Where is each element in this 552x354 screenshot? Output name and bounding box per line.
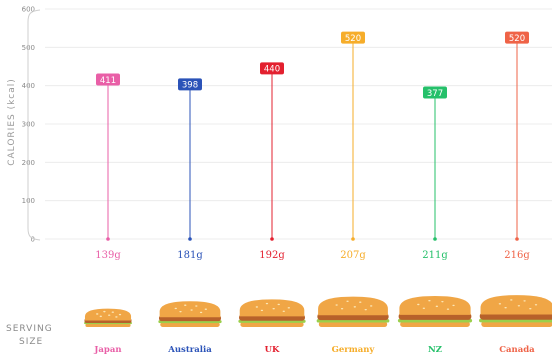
y-axis-label: CALORIES (kcal) xyxy=(7,78,17,166)
serving-weight-label: 192g xyxy=(259,250,285,261)
country-label: UK xyxy=(265,345,280,354)
baseline-dot xyxy=(106,237,110,241)
lollipop-stems xyxy=(96,31,529,241)
value-label: 520 xyxy=(509,34,525,44)
value-badge xyxy=(178,78,202,91)
baseline-dot xyxy=(515,237,519,241)
value-badge xyxy=(260,62,284,75)
value-label: 520 xyxy=(345,34,361,44)
value-label: 398 xyxy=(182,81,198,91)
labels: 411 139g Japan 398 181g Australia 440 192g UK 520… xyxy=(93,34,535,354)
serving-size-label-line1: SERVING xyxy=(6,324,53,334)
burger-icon xyxy=(479,295,552,327)
value-badge xyxy=(341,31,365,44)
serving-weight-label: 207g xyxy=(340,250,366,261)
burger-icon xyxy=(158,301,222,327)
serving-size-label-line2: SIZE xyxy=(19,337,43,347)
serving-weight-label: 216g xyxy=(504,250,530,261)
value-label: 411 xyxy=(100,76,116,86)
baseline-dot xyxy=(270,237,274,241)
burger-icon xyxy=(316,296,390,327)
baseline-dot xyxy=(351,237,355,241)
axis-bracket xyxy=(27,9,41,241)
value-label: 377 xyxy=(427,89,443,99)
burger-icon xyxy=(84,308,132,327)
value-badge xyxy=(96,73,120,86)
country-label: Japan xyxy=(93,345,121,354)
baseline-dot xyxy=(433,237,437,241)
country-label: NZ xyxy=(428,345,442,354)
y-tick-label: 0 xyxy=(31,236,35,244)
value-badge xyxy=(423,86,447,99)
burger-icon xyxy=(238,299,306,327)
burger-icons xyxy=(84,295,552,327)
burger-icon xyxy=(397,295,473,327)
gridlines xyxy=(45,8,552,240)
serving-weight-label: 211g xyxy=(422,250,448,261)
baseline-dot xyxy=(188,237,192,241)
y-tick-label: 600 xyxy=(22,6,35,14)
country-label: Germany xyxy=(332,345,376,354)
country-label: Australia xyxy=(167,345,212,354)
serving-weight-label: 139g xyxy=(95,250,121,261)
country-label: Canada xyxy=(499,345,535,354)
serving-weight-label: 181g xyxy=(177,250,203,261)
value-badge xyxy=(505,31,529,44)
value-label: 440 xyxy=(264,65,280,75)
